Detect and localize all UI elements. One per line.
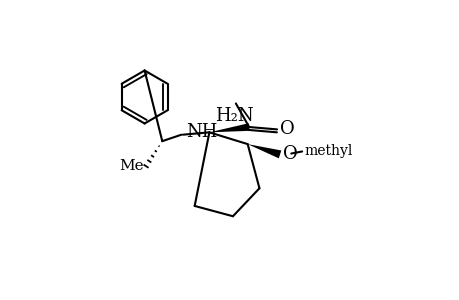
Text: NH: NH [185, 123, 217, 141]
Text: H₂N: H₂N [215, 107, 253, 125]
Polygon shape [247, 144, 281, 158]
Text: Me: Me [119, 159, 143, 172]
Text: O: O [282, 145, 297, 163]
Polygon shape [209, 123, 249, 132]
Text: methyl: methyl [304, 144, 352, 158]
Text: O: O [280, 120, 294, 138]
